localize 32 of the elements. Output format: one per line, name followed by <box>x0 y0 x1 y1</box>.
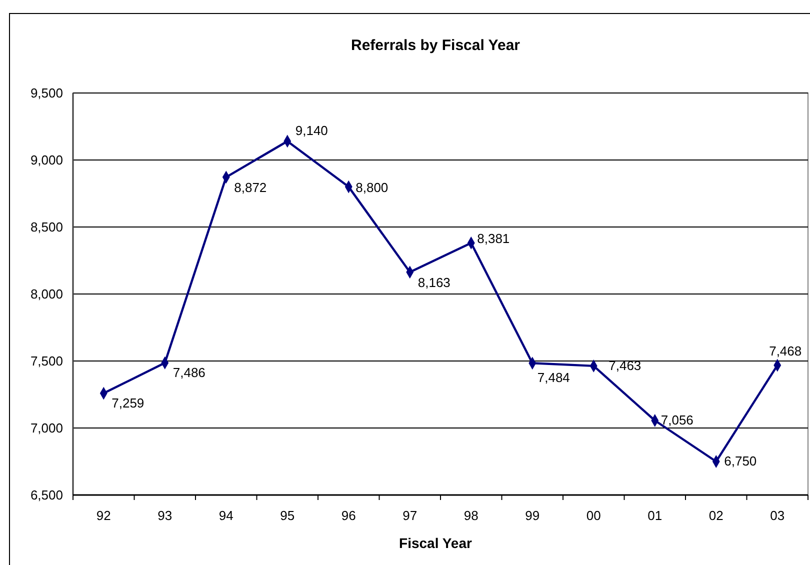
x-tick-label: 98 <box>464 508 478 523</box>
data-label: 8,800 <box>356 180 388 195</box>
y-tick-label: 7,500 <box>30 354 63 369</box>
x-tick-label: 92 <box>96 508 111 523</box>
x-tick-label: 00 <box>586 508 601 523</box>
x-tick-label: 02 <box>708 508 724 523</box>
data-label: 7,486 <box>172 364 206 380</box>
y-tick-label: 9,000 <box>30 152 63 168</box>
data-label: 8,872 <box>234 180 267 196</box>
data-label: 6,750 <box>724 454 757 468</box>
data-label: 7,468 <box>769 343 802 358</box>
y-tick-label: 8,000 <box>30 286 63 302</box>
data-label: 8,163 <box>418 275 450 290</box>
x-tick-label: 96 <box>341 508 356 523</box>
x-tick-label: 93 <box>158 508 172 523</box>
y-tick-label: 7,000 <box>30 420 63 436</box>
data-label: 7,484 <box>537 370 570 386</box>
x-axis-title: Fiscal Year <box>399 535 473 551</box>
y-tick-label: 8,500 <box>30 220 63 235</box>
x-tick-label: 03 <box>770 508 785 523</box>
x-tick-label: 99 <box>525 508 540 523</box>
data-label: 9,140 <box>295 123 328 138</box>
y-tick-label: 9,500 <box>30 86 63 101</box>
x-tick-label: 01 <box>648 508 662 523</box>
data-label: 7,056 <box>660 412 694 428</box>
data-label: 7,259 <box>112 395 144 410</box>
y-tick-label: 6,500 <box>30 488 63 503</box>
x-tick-label: 94 <box>218 508 234 523</box>
chart-title: Referrals by Fiscal Year <box>351 37 520 54</box>
x-tick-label: 95 <box>280 508 295 523</box>
data-label: 8,381 <box>477 230 510 246</box>
x-tick-label: 97 <box>402 508 418 523</box>
